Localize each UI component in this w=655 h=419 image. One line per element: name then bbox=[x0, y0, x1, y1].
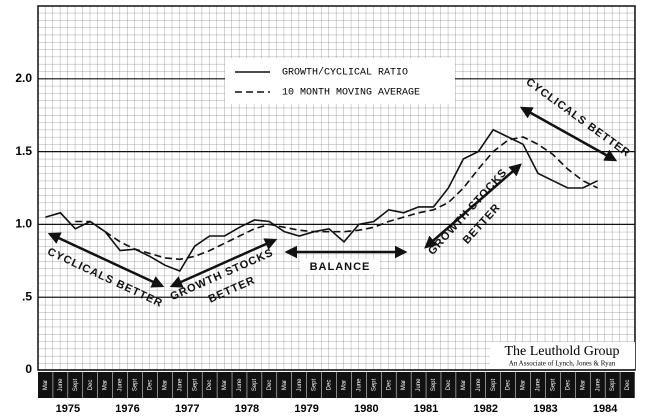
legend-box bbox=[225, 58, 455, 104]
source-box bbox=[490, 342, 635, 369]
annotation: BALANCE bbox=[310, 261, 371, 273]
x-tick-label: June bbox=[476, 378, 482, 392]
x-tick-label: Dec bbox=[565, 380, 571, 391]
x-tick-label: Mar bbox=[461, 380, 467, 390]
y-tick-label: 0 bbox=[25, 362, 32, 376]
year-label: 1977 bbox=[175, 403, 199, 415]
x-tick-label: June bbox=[356, 378, 362, 392]
x-tick-label: Dec bbox=[506, 380, 512, 391]
x-tick-label: Sept bbox=[371, 378, 377, 391]
x-tick-label: Sept bbox=[312, 378, 318, 391]
x-tick-label: Dec bbox=[625, 380, 631, 391]
year-label: 1975 bbox=[56, 403, 80, 415]
x-tick-label: Dec bbox=[327, 380, 333, 391]
x-tick-label: Sept bbox=[192, 378, 198, 391]
x-tick-label: Dec bbox=[88, 380, 94, 391]
x-tick-label: Mar bbox=[222, 380, 228, 390]
x-tick-label: Dec bbox=[446, 380, 452, 391]
arrows bbox=[47, 106, 618, 288]
series-line bbox=[75, 136, 599, 261]
x-tick-label: June bbox=[297, 378, 303, 392]
y-tick-label: 1.5 bbox=[15, 144, 32, 158]
x-tick-label: Mar bbox=[103, 380, 109, 390]
year-label: 1984 bbox=[593, 403, 618, 415]
x-tick-label: Dec bbox=[207, 380, 213, 391]
x-tick-label: June bbox=[177, 378, 183, 392]
arrow bbox=[47, 232, 165, 288]
x-tick-label: Mar bbox=[282, 380, 288, 390]
year-label: 1981 bbox=[414, 403, 438, 415]
x-tick-label: Mar bbox=[580, 380, 586, 390]
x-tick-label: Sept bbox=[431, 378, 437, 391]
year-label: 1980 bbox=[354, 403, 378, 415]
x-tick-label: June bbox=[58, 378, 64, 392]
arrow bbox=[169, 238, 278, 288]
x-tick-label: June bbox=[118, 378, 124, 392]
x-tick-label: June bbox=[237, 378, 243, 392]
x-tick-label: June bbox=[536, 378, 542, 392]
year-label: 1978 bbox=[235, 403, 259, 415]
year-label: 1976 bbox=[115, 403, 139, 415]
x-tick-label: Mar bbox=[43, 380, 49, 390]
x-tick-label: Mar bbox=[401, 380, 407, 390]
source-note: An Associate of Lynch, Jones & Ryan bbox=[509, 360, 616, 368]
x-tick-label: Mar bbox=[162, 380, 168, 390]
x-tick-label: Sept bbox=[550, 378, 556, 391]
x-tick-label: Sept bbox=[610, 378, 616, 391]
x-tick-label: Sept bbox=[73, 378, 79, 391]
y-tick-label: 2.0 bbox=[15, 71, 32, 85]
source: The Leuthold Group bbox=[504, 344, 619, 359]
year-label: 1982 bbox=[474, 403, 498, 415]
x-tick-label: Dec bbox=[386, 380, 392, 391]
year-label: 1983 bbox=[533, 403, 557, 415]
x-tick-label: June bbox=[595, 378, 601, 392]
arrow bbox=[519, 106, 618, 162]
x-tick-label: Dec bbox=[148, 380, 154, 391]
y-tick-label: 1.0 bbox=[15, 217, 32, 231]
balance-box bbox=[300, 259, 380, 274]
x-tick-label: Mar bbox=[342, 380, 348, 390]
x-tick-label: Dec bbox=[267, 380, 273, 391]
y-tick-label: .5 bbox=[22, 289, 32, 303]
year-label: 1979 bbox=[294, 403, 318, 415]
x-tick-label: Mar bbox=[521, 380, 527, 390]
x-tick-label: Sept bbox=[133, 378, 139, 391]
legend-label: GROWTH/CYCLICAL RATIO bbox=[282, 67, 408, 79]
x-tick-label: Sept bbox=[252, 378, 258, 391]
arrow bbox=[424, 163, 522, 249]
legend-label: 10 MONTH MOVING AVERAGE bbox=[282, 88, 420, 99]
x-tick-label: June bbox=[416, 378, 422, 392]
x-tick-label: Sept bbox=[491, 378, 497, 391]
